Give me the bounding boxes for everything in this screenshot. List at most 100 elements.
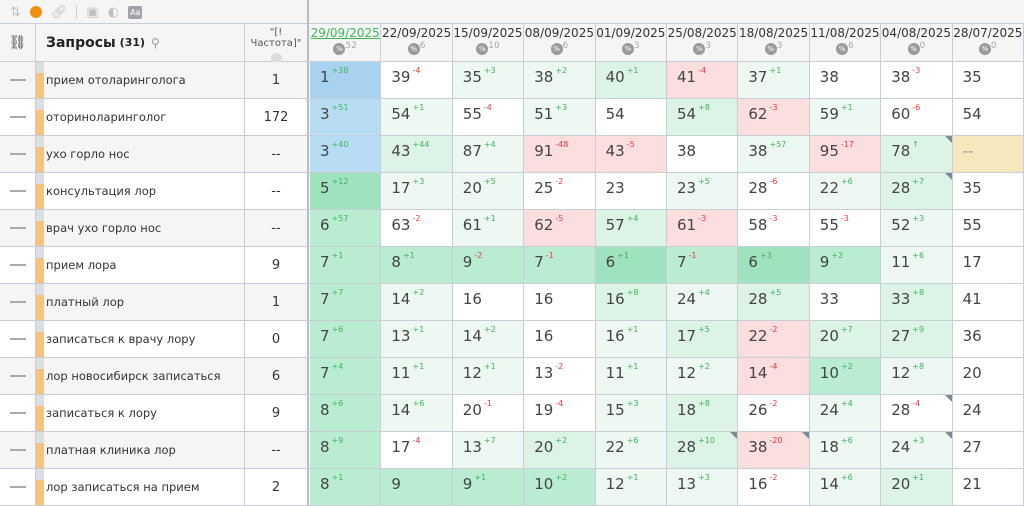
date-label[interactable]: 28/07/2025 [953, 26, 1023, 40]
position-cell[interactable]: 7 +1 [310, 247, 382, 283]
position-cell[interactable]: 13 +7 [452, 432, 525, 468]
position-cell[interactable]: 38 +2 [524, 62, 596, 98]
position-cell[interactable]: 12 +2 [667, 358, 739, 394]
position-cell[interactable]: 58 -3 [738, 210, 810, 246]
position-cell[interactable]: 43 +44 [381, 136, 453, 172]
date-label[interactable]: 04/08/2025 [881, 26, 951, 40]
position-cell[interactable]: 26 -2 [738, 395, 810, 431]
position-cell[interactable]: 28 -6 [738, 173, 810, 209]
position-cell[interactable]: 20 -1 [452, 395, 525, 431]
unlink-button[interactable] [0, 62, 36, 98]
globe-icon[interactable] [270, 53, 282, 64]
position-cell[interactable]: 60 -6 [881, 99, 953, 135]
date-label[interactable]: 08/09/2025 [524, 26, 594, 40]
query-text[interactable]: записаться к лору [44, 395, 245, 431]
position-cell[interactable]: 41 -4 [667, 62, 739, 98]
date-label[interactable]: 01/09/2025 [596, 26, 666, 40]
position-cell[interactable]: 24 [952, 395, 1024, 431]
position-cell[interactable]: 87 +4 [452, 136, 525, 172]
contrast-icon[interactable]: ◐ [107, 4, 120, 20]
position-cell[interactable]: 11 +1 [595, 358, 667, 394]
frequency-column-header[interactable]: "[!Частота]" [245, 24, 309, 64]
unlink-button[interactable] [0, 173, 36, 209]
date-column-header[interactable]: 11/08/2025% 6 [810, 24, 882, 61]
position-cell[interactable]: 18 +6 [809, 432, 882, 468]
position-cell[interactable]: 13 -2 [524, 358, 596, 394]
position-cell[interactable]: 7 +7 [310, 284, 382, 320]
position-cell[interactable]: 61 +1 [452, 210, 525, 246]
sort-icon[interactable]: ⇅ [10, 4, 21, 20]
position-cell[interactable]: 38 [809, 62, 882, 98]
date-label[interactable]: 29/09/2025 [310, 26, 380, 40]
position-cell[interactable]: 8 +1 [381, 247, 453, 283]
unlink-button[interactable] [0, 210, 36, 246]
position-cell[interactable]: 38 [667, 136, 739, 172]
position-cell[interactable]: 78 ↑ [881, 136, 953, 172]
position-cell[interactable]: 54 +1 [381, 99, 453, 135]
position-cell[interactable]: 20 +2 [524, 432, 596, 468]
position-cell[interactable]: 28 -4 [881, 395, 953, 431]
position-cell[interactable]: 12 +1 [595, 469, 667, 505]
unlink-button[interactable] [0, 358, 36, 394]
position-cell[interactable]: 9 -2 [452, 247, 525, 283]
position-cell[interactable]: 27 [952, 432, 1024, 468]
position-cell[interactable]: 24 +3 [881, 432, 953, 468]
position-cell[interactable]: 62 -5 [524, 210, 596, 246]
date-column-header[interactable]: 18/08/2025% 3 [738, 24, 810, 61]
position-cell[interactable]: 6 +57 [310, 210, 382, 246]
query-text[interactable]: врач ухо горло нос [44, 210, 245, 246]
position-cell[interactable]: 55 -4 [452, 99, 525, 135]
query-text[interactable]: консультация лор [44, 173, 245, 209]
date-column-header[interactable]: 25/08/2025% 3 [667, 24, 739, 61]
date-label[interactable]: 15/09/2025 [453, 26, 523, 40]
position-cell[interactable]: 3 +40 [310, 136, 382, 172]
position-cell[interactable]: 14 +2 [381, 284, 453, 320]
position-cell[interactable]: 38 +57 [738, 136, 810, 172]
position-cell[interactable]: 33 +8 [881, 284, 953, 320]
position-cell[interactable]: 57 +4 [595, 210, 667, 246]
unlink-button[interactable] [0, 321, 36, 357]
position-cell[interactable]: 8 +9 [310, 432, 382, 468]
query-column-header[interactable]: Запросы (31) ⚲ [36, 24, 245, 61]
position-cell[interactable]: 28 +10 [667, 432, 739, 468]
position-cell[interactable]: 52 +3 [881, 210, 953, 246]
query-text[interactable]: лор новосибирск записаться [44, 358, 245, 394]
position-cell[interactable]: 23 +5 [667, 173, 739, 209]
position-cell[interactable]: 10 +2 [809, 358, 882, 394]
position-cell[interactable]: 59 +1 [809, 99, 882, 135]
query-text[interactable]: прием лора [44, 247, 245, 283]
position-cell[interactable]: 13 +1 [381, 321, 453, 357]
position-cell[interactable]: 39 -4 [381, 62, 453, 98]
date-column-header[interactable]: 01/09/2025% 3 [596, 24, 667, 61]
position-cell[interactable]: 51 +3 [524, 99, 596, 135]
position-cell[interactable]: 43 -5 [595, 136, 667, 172]
position-cell[interactable]: 16 +1 [595, 321, 667, 357]
unlink-button[interactable] [0, 469, 36, 505]
position-cell[interactable]: 27 +9 [881, 321, 953, 357]
position-cell[interactable]: 8 +6 [310, 395, 382, 431]
position-cell[interactable]: 36 [952, 321, 1024, 357]
date-column-header[interactable]: 08/09/2025% 6 [524, 24, 596, 61]
date-column-header[interactable]: 29/09/2025% 52 [310, 24, 382, 61]
position-cell[interactable]: 9 +2 [809, 247, 882, 283]
position-cell[interactable]: 19 -4 [524, 395, 596, 431]
position-cell[interactable]: 17 [952, 247, 1024, 283]
position-cell[interactable]: 38 -20 [738, 432, 810, 468]
position-cell[interactable]: 14 +6 [381, 395, 453, 431]
position-cell[interactable]: 14 +2 [452, 321, 525, 357]
position-cell[interactable]: 11 +1 [381, 358, 453, 394]
position-cell[interactable]: 16 +8 [595, 284, 667, 320]
position-cell[interactable]: 55 -3 [809, 210, 882, 246]
date-label[interactable]: 11/08/2025 [810, 26, 880, 40]
position-cell[interactable]: 28 +7 [881, 173, 953, 209]
position-cell[interactable]: 17 +5 [667, 321, 739, 357]
position-cell[interactable]: 91 -48 [524, 136, 596, 172]
position-cell[interactable]: 35 [952, 62, 1024, 98]
link-icon[interactable]: ⛓ [0, 24, 36, 61]
position-cell[interactable]: 16 [524, 284, 596, 320]
unlink-button[interactable] [0, 99, 36, 135]
position-cell[interactable]: 16 [452, 284, 525, 320]
position-cell[interactable]: 20 [952, 358, 1024, 394]
position-cell[interactable]: 14 +6 [809, 469, 882, 505]
position-cell[interactable]: 61 -3 [667, 210, 739, 246]
